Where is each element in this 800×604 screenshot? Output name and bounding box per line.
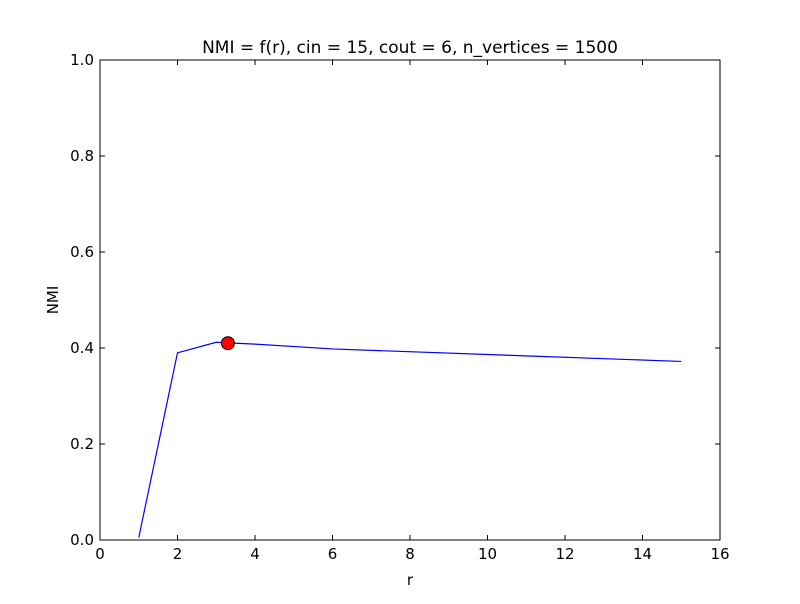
x-tick-label: 0 [95, 545, 105, 563]
x-tick-label: 10 [478, 545, 497, 563]
y-axis-ticks: 0.0 0.2 0.4 0.6 0.8 1.0 [70, 51, 720, 549]
plot-frame [99, 59, 721, 541]
y-tick-label: 0.6 [70, 243, 94, 261]
x-axis-ticks: 0 2 4 6 8 10 12 14 16 [95, 60, 730, 563]
series-line [138, 341, 682, 538]
series-layer [138, 341, 682, 538]
y-tick-label: 0.2 [70, 435, 94, 453]
y-tick-label: 1.0 [70, 51, 94, 69]
x-tick-label: 14 [633, 545, 652, 563]
x-tick-label: 6 [328, 545, 338, 563]
x-tick-label: 8 [405, 545, 415, 563]
y-tick-label: 0.8 [70, 147, 94, 165]
x-tick-label: 16 [710, 545, 729, 563]
y-axis-label: NMI [44, 286, 62, 315]
y-tick-label: 0.4 [70, 339, 94, 357]
x-axis-label: r [407, 571, 414, 589]
x-tick-label: 4 [250, 545, 260, 563]
x-tick-label: 2 [173, 545, 183, 563]
x-tick-label: 12 [555, 545, 574, 563]
max-point-marker [220, 336, 235, 351]
marker-layer [220, 336, 235, 351]
y-tick-label: 0.0 [70, 531, 94, 549]
chart-title: NMI = f(r), cin = 15, cout = 6, n_vertic… [202, 38, 618, 58]
